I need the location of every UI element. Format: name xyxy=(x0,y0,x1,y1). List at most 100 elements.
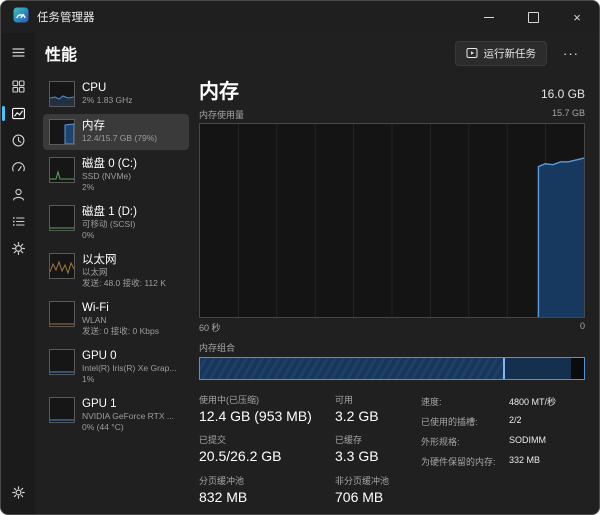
stat-value: 3.2 GB xyxy=(335,407,379,424)
memory-mini-graph xyxy=(49,119,75,145)
composition-label: 内存组合 xyxy=(199,343,236,354)
detail-label: 速度: xyxy=(421,396,442,407)
sidebar-item-text: CPU 2% 1.83 GHz xyxy=(82,81,133,106)
memory-header: 内存 16.0 GB xyxy=(199,75,585,104)
detail-value: SODIMM xyxy=(509,434,546,445)
details-icon xyxy=(12,217,25,226)
stat-label: 可用 xyxy=(335,394,354,405)
memory-composition-bar[interactable] xyxy=(199,357,585,380)
disk1-mini-graph xyxy=(49,205,75,231)
minimize-icon xyxy=(484,16,494,18)
ethernet-mini-graph xyxy=(49,253,75,279)
axis-right-label: 0 xyxy=(579,321,585,332)
nav-services-button[interactable] xyxy=(1,236,35,261)
sidebar-item-sub2: 0% xyxy=(82,230,95,240)
performance-main: CPU 2% 1.83 GHz 内存 12.4/15.7 GB (79%) xyxy=(35,71,599,514)
run-new-task-label: 运行新任务 xyxy=(483,47,537,60)
stat-value: 706 MB xyxy=(335,488,384,505)
services-icon xyxy=(11,242,25,255)
sidebar-item-disk0[interactable]: 磁盘 0 (C:) SSD (NVMe) 2% xyxy=(43,152,189,198)
gpu1-mini-graph xyxy=(49,397,75,423)
sidebar-item-gpu1[interactable]: GPU 1 NVIDIA GeForce RTX ... 0% (44 °C) xyxy=(43,392,189,438)
gpu0-mini-graph xyxy=(49,349,75,375)
more-options-icon: ··· xyxy=(563,45,579,61)
memory-usage-chart xyxy=(237,124,584,318)
detail-label: 为硬件保留的内存: xyxy=(421,456,496,467)
stat-value: 12.4 GB (953 MB) xyxy=(199,407,312,424)
axis-left-label: 60 秒 xyxy=(199,323,221,334)
sidebar-item-sub: Intel(R) Iris(R) Xe Grap... xyxy=(82,363,177,373)
sidebar-item-sub: SSD (NVMe) xyxy=(82,171,132,181)
sidebar-item-memory[interactable]: 内存 12.4/15.7 GB (79%) xyxy=(43,114,189,150)
graph-axis-row: 60 秒 0 xyxy=(199,321,585,334)
composition-divider-2 xyxy=(570,358,572,379)
memory-stats-row: 使用中(已压缩) 12.4 GB (953 MB) 可用 3.2 GB 已提交 … xyxy=(199,393,585,514)
sidebar-item-ethernet[interactable]: 以太网 以太网 发送: 48.0 接收: 112 K xyxy=(43,248,189,294)
sidebar-item-title: CPU xyxy=(82,82,107,94)
nav-processes-button[interactable] xyxy=(1,74,35,99)
app-history-icon xyxy=(12,134,24,147)
stat-cached: 已缓存 3.3 GB xyxy=(335,433,407,464)
header-actions: 运行新任务 ··· xyxy=(454,40,588,66)
sidebar-item-sub: 12.4/15.7 GB (79%) xyxy=(82,133,158,143)
sidebar-item-sub: 可移动 (SCSI) xyxy=(82,219,136,229)
memory-stats-grid: 使用中(已压缩) 12.4 GB (953 MB) 可用 3.2 GB 已提交 … xyxy=(199,393,407,514)
settings-icon xyxy=(11,486,25,499)
performance-icon xyxy=(11,107,25,120)
sidebar-item-text: 内存 12.4/15.7 GB (79%) xyxy=(82,119,157,144)
nav-menu-button[interactable] xyxy=(1,40,35,65)
sidebar-item-title: GPU 0 xyxy=(82,350,117,362)
new-task-icon xyxy=(466,48,477,58)
sidebar-item-title: GPU 1 xyxy=(82,398,117,410)
stat-paged-pool: 分页缓冲池 832 MB xyxy=(199,474,325,505)
sidebar-item-sub: 2% 1.83 GHz xyxy=(82,95,133,105)
usage-scale-top: 15.7 GB xyxy=(551,108,585,118)
titlebar-left: 任务管理器 xyxy=(1,7,467,28)
close-button[interactable]: × xyxy=(555,1,599,33)
maximize-button[interactable] xyxy=(511,1,555,33)
stat-value: 20.5/26.2 GB xyxy=(199,448,282,465)
sidebar-item-disk1[interactable]: 磁盘 1 (D:) 可移动 (SCSI) 0% xyxy=(43,200,189,246)
content-area: 性能 运行新任务 ··· xyxy=(35,33,599,514)
stat-label: 使用中(已压缩) xyxy=(199,394,259,405)
wifi-mini-graph xyxy=(49,301,75,327)
detail-label: 外形规格: xyxy=(421,436,460,447)
navigation-rail xyxy=(1,33,35,514)
page-title: 性能 xyxy=(45,47,78,64)
sidebar-item-text: Wi-Fi WLAN 发送: 0 接收: 0 Kbps xyxy=(82,301,159,337)
memory-usage-graph[interactable] xyxy=(199,123,585,319)
sidebar-item-sub2: 0% (44 °C) xyxy=(82,422,124,432)
more-options-button[interactable]: ··· xyxy=(555,44,587,63)
sidebar-item-sub2: 发送: 0 接收: 0 Kbps xyxy=(82,326,159,336)
sidebar-item-cpu[interactable]: CPU 2% 1.83 GHz xyxy=(43,76,189,112)
startup-apps-icon xyxy=(11,162,25,172)
nav-users-button[interactable] xyxy=(1,182,35,207)
memory-total: 16.0 GB xyxy=(540,87,585,101)
stat-label: 已提交 xyxy=(199,435,227,446)
sidebar-item-text: GPU 1 NVIDIA GeForce RTX ... 0% (44 °C) xyxy=(82,397,174,433)
nav-startup-apps-button[interactable] xyxy=(1,155,35,180)
titlebar[interactable]: 任务管理器 × xyxy=(1,1,599,33)
nav-performance-button[interactable] xyxy=(1,101,35,126)
detail-value: 2/2 xyxy=(509,414,522,425)
composition-divider-1 xyxy=(503,358,506,379)
nav-settings-button[interactable] xyxy=(1,480,35,505)
detail-label: 已使用的插槽: xyxy=(421,416,478,427)
nav-details-button[interactable] xyxy=(1,209,35,234)
stat-label: 已缓存 xyxy=(335,435,363,446)
sidebar-item-sub2: 发送: 48.0 接收: 112 K xyxy=(82,278,166,288)
memory-detail-panel: 内存 16.0 GB 内存使用量 15.7 GB xyxy=(199,75,589,514)
sidebar-item-title: 磁盘 1 (D:) xyxy=(82,206,137,218)
detail-slots-used: 已使用的插槽: 2/2 xyxy=(421,415,556,428)
composition-standby-segment xyxy=(504,358,571,379)
stat-label: 非分页缓冲池 xyxy=(335,475,390,486)
sidebar-item-sub: NVIDIA GeForce RTX ... xyxy=(82,411,174,421)
sidebar-item-gpu0[interactable]: GPU 0 Intel(R) Iris(R) Xe Grap... 1% xyxy=(43,344,189,390)
run-new-task-button[interactable]: 运行新任务 xyxy=(454,40,547,66)
sidebar-item-sub: 以太网 xyxy=(82,267,108,277)
minimize-button[interactable] xyxy=(467,1,511,33)
nav-app-history-button[interactable] xyxy=(1,128,35,153)
app-body: 性能 运行新任务 ··· xyxy=(1,33,599,514)
sidebar-item-wifi[interactable]: Wi-Fi WLAN 发送: 0 接收: 0 Kbps xyxy=(43,296,189,342)
